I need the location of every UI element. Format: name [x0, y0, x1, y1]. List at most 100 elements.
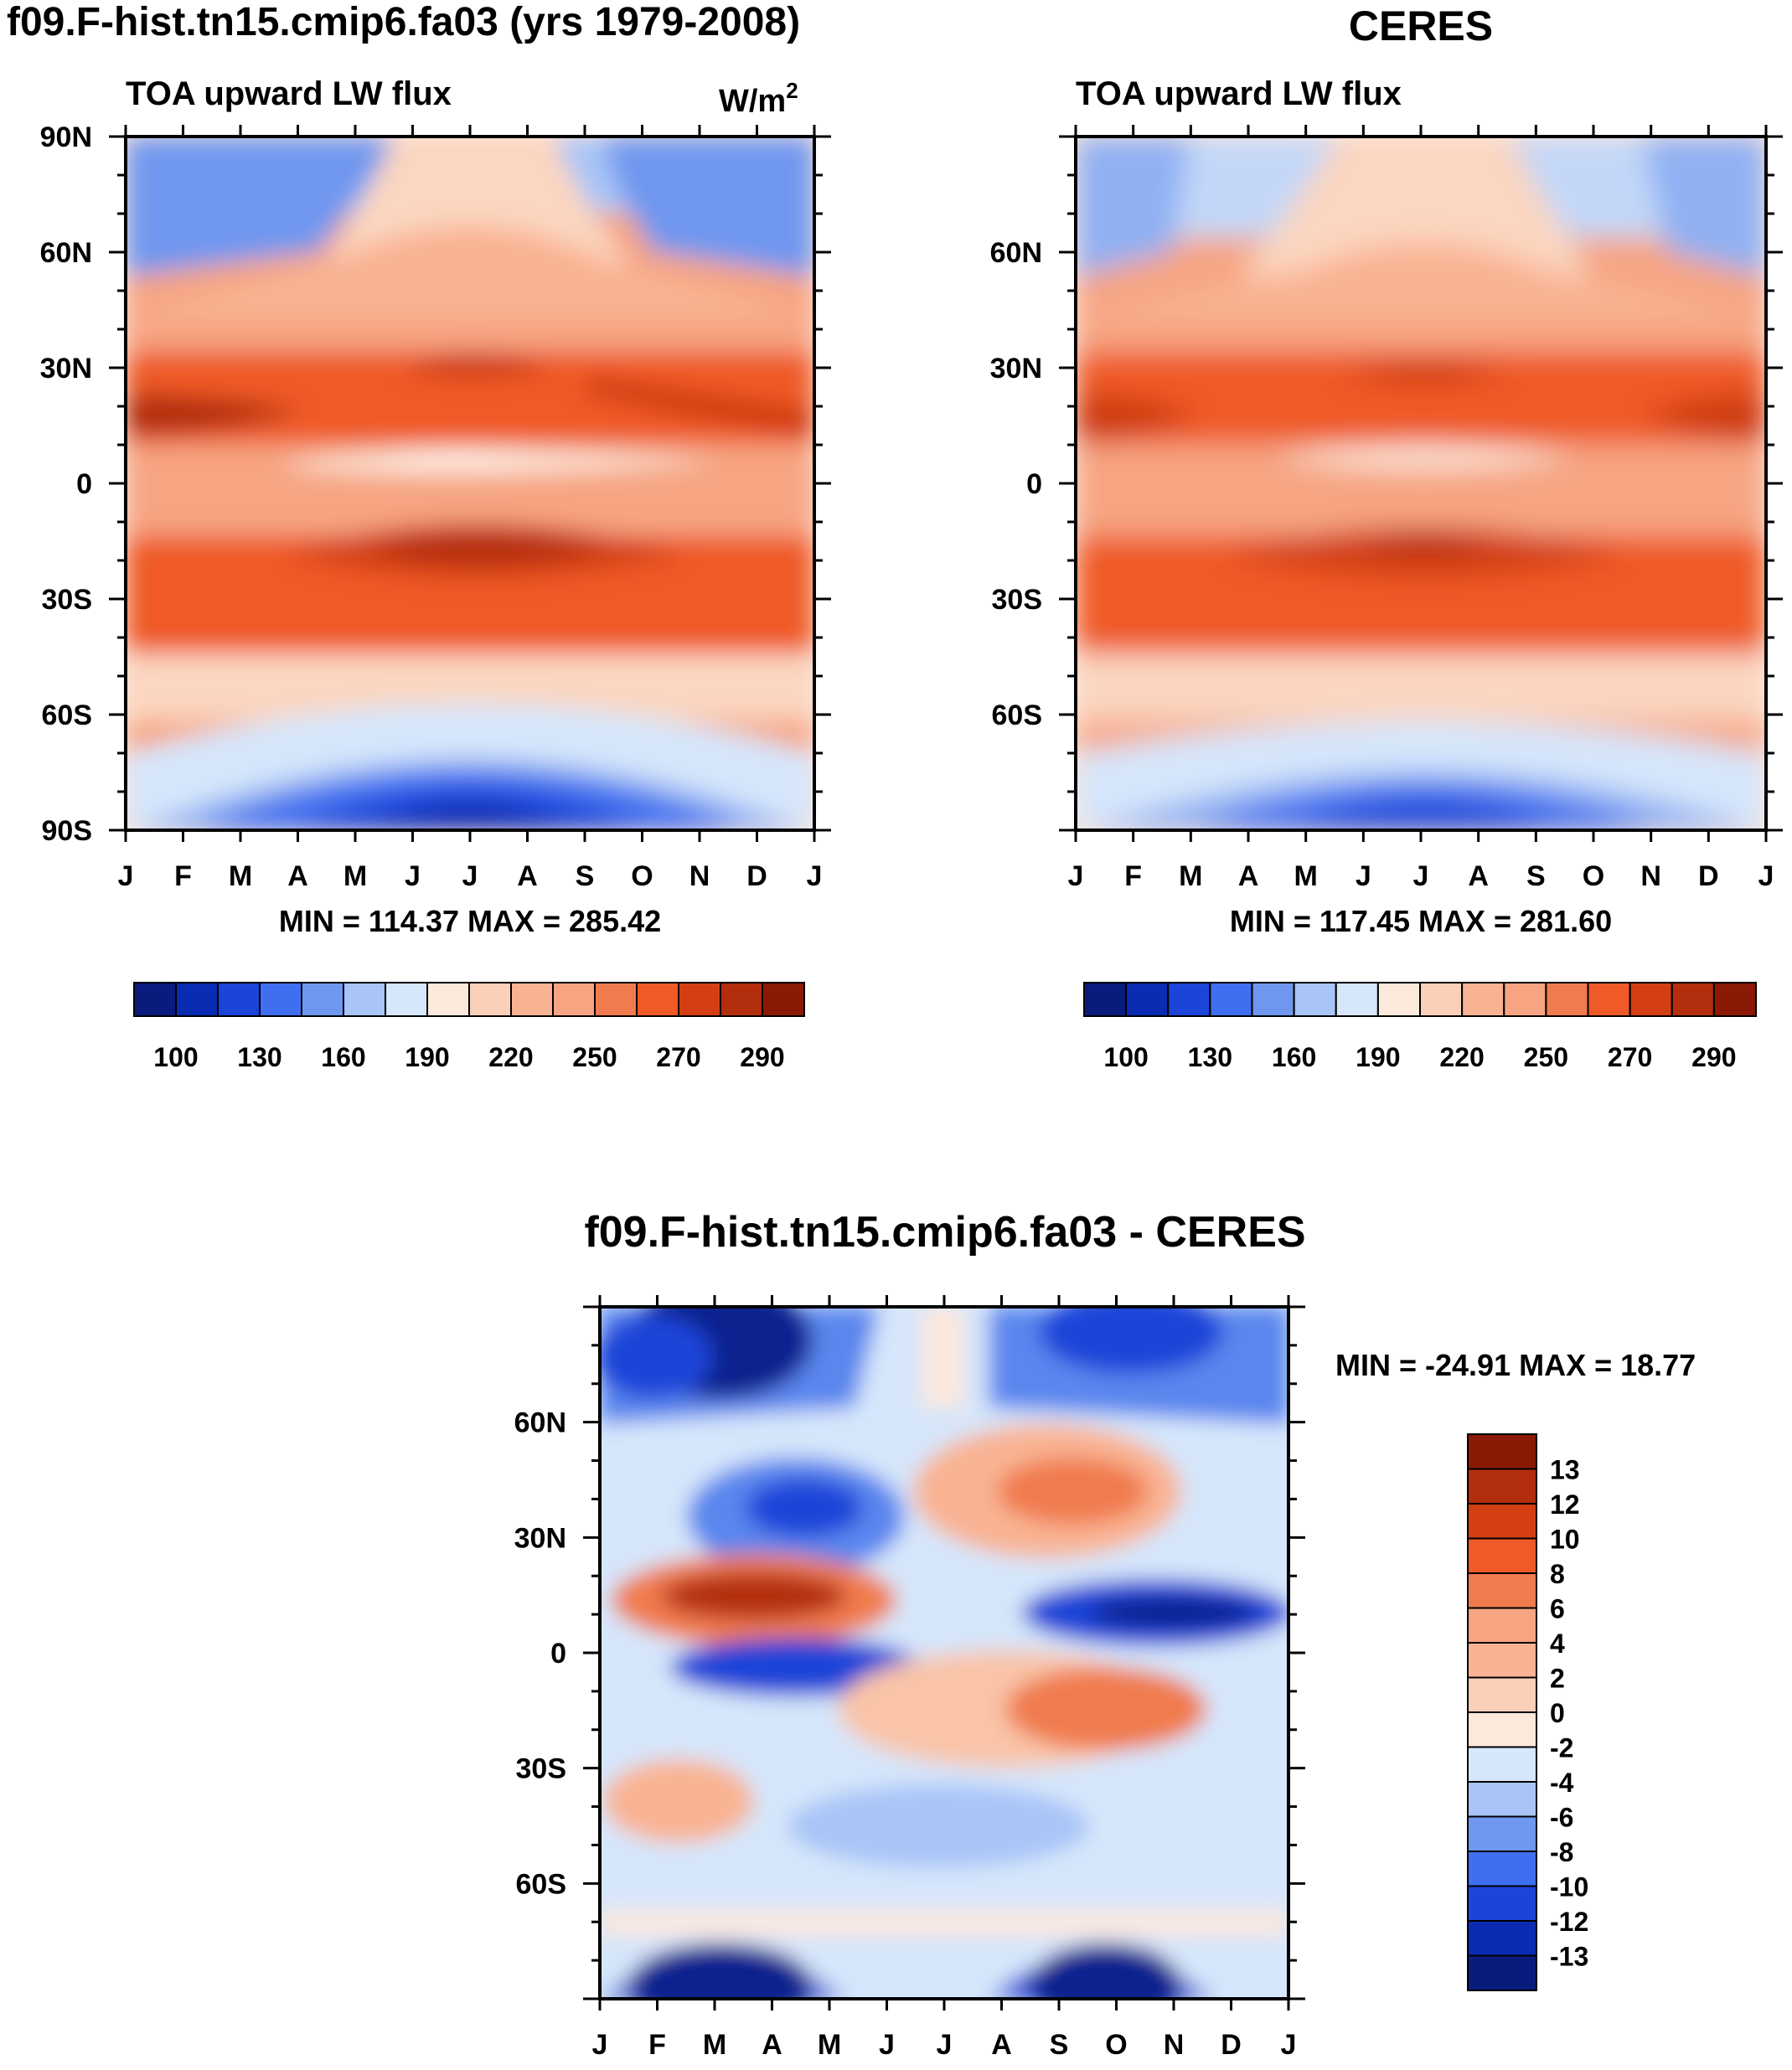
x-tick-label: A [287, 860, 308, 892]
x-tick-label: J [1356, 860, 1371, 892]
colorbar-label: -13 [1550, 1942, 1588, 1972]
panel-diff-title: f09.F-hist.tn15.cmip6.fa03 - CERES [584, 1208, 1305, 1257]
colorbar-label: 190 [405, 1042, 449, 1072]
colorbar-label: 250 [1524, 1042, 1568, 1072]
colorbar-label: 290 [1691, 1042, 1736, 1072]
x-tick-label: J [462, 860, 478, 892]
colorbar-swatch [1467, 1746, 1537, 1783]
panel-model-units: W/m2 [719, 78, 798, 119]
units-text: W/m [719, 84, 786, 119]
colorbar-label: 220 [1439, 1042, 1484, 1072]
x-tick-label: N [1164, 2029, 1185, 2061]
colorbar-swatch [1467, 1676, 1537, 1713]
colorbar-label: 4 [1550, 1629, 1565, 1659]
colorbar-swatch [1587, 982, 1631, 1017]
colorbar-swatch [343, 982, 386, 1017]
x-tick-label: A [1468, 860, 1489, 892]
colorbar-label: -2 [1550, 1733, 1573, 1763]
colorbar-label: 160 [321, 1042, 365, 1072]
colorbar-swatch [1083, 982, 1128, 1017]
contour-region-antarctic-obs-3 [1290, 800, 1558, 830]
colorbar-swatch [1293, 982, 1337, 1017]
colorbar-swatch [552, 982, 596, 1017]
colorbar-label: 8 [1550, 1559, 1565, 1589]
colorbar-swatch [1467, 1815, 1537, 1852]
panel-diff-stats: MIN = -24.91 MAX = 18.77 [1335, 1348, 1696, 1382]
contour-region-arctic-3 [603, 137, 814, 276]
contour-region-equator-light [377, 452, 536, 461]
panel-model-subtitle: TOA upward LW flux [126, 75, 452, 112]
colorbar-swatch [1167, 982, 1211, 1017]
colorbar-swatch [1419, 982, 1464, 1017]
anomaly-south-pos-core [1005, 1667, 1206, 1751]
panel-obs-field [1076, 137, 1766, 830]
colorbar-swatch [1467, 1468, 1537, 1505]
y-tick-label: 0 [1026, 468, 1042, 500]
contour-region-north-core-obs-w [1076, 394, 1198, 440]
colorbar-label: 250 [572, 1042, 617, 1072]
x-tick-label: A [762, 2029, 782, 2061]
anomaly-antarctic-w-core [628, 1944, 813, 1999]
colorbar-swatch [510, 982, 554, 1017]
colorbar-swatch [1467, 1503, 1537, 1540]
y-tick-label: 0 [76, 468, 92, 500]
panel-obs: CERES TOA upward LW flux [990, 3, 1783, 1072]
y-tick-label: 60N [514, 1407, 566, 1439]
x-tick-label: M [1294, 860, 1318, 892]
panel-obs-colorbar: 100 130 160 190 220 250 270 290 [1083, 982, 1757, 1072]
colorbar-swatch [385, 982, 428, 1017]
colorbar-swatch [1376, 982, 1421, 1017]
colorbar-swatch [1671, 982, 1715, 1017]
x-tick-label: M [1179, 860, 1202, 892]
colorbar-label: 0 [1550, 1698, 1565, 1728]
y-tick-label: 90S [42, 815, 93, 847]
panel-obs-title: CERES [1349, 3, 1493, 49]
colorbar-swatch [1125, 982, 1170, 1017]
colorbar-swatch [678, 982, 721, 1017]
x-tick-label: M [703, 2029, 726, 2061]
anomaly-arctic-east-core [1039, 1307, 1223, 1374]
colorbar-swatch [468, 982, 512, 1017]
y-tick-label: 30N [514, 1522, 566, 1554]
x-tick-label: J [879, 2029, 895, 2061]
x-tick-label: J [405, 860, 421, 892]
field-blur-layer [126, 137, 814, 830]
colorbar-label: 100 [1103, 1042, 1148, 1072]
field-blur-layer-obs [1076, 137, 1766, 830]
panel-obs-axes: J F M A M J J A S O N D J 60N 30N 0 30S 60S [990, 125, 1783, 892]
colorbar-swatch [217, 982, 261, 1017]
x-tick-label: O [1105, 2029, 1127, 2061]
colorbar-label: -12 [1550, 1907, 1588, 1937]
x-tick-label: O [1583, 860, 1604, 892]
contour-region-north-core-obs-e [1642, 394, 1766, 440]
colorbar-swatch [720, 982, 763, 1017]
x-tick-label: J [1068, 860, 1084, 892]
y-tick-label: 60N [40, 237, 92, 269]
contour-region-arctic-obs-e [1642, 137, 1766, 276]
colorbar-swatch [1467, 1607, 1537, 1644]
y-tick-label: 30S [992, 584, 1043, 616]
x-tick-label: D [1698, 860, 1719, 892]
panel-diff-colorbar: 13 12 10 8 6 4 2 0 -2 -4 -6 -8 -10 -12 -13 [1467, 1433, 1588, 1991]
colorbar-label: 100 [153, 1042, 198, 1072]
units-superscript: 2 [786, 78, 798, 103]
panel-diff-axes: J F M A M J J A S O N D J 60N 30N 0 30S 60S [514, 1295, 1305, 2061]
anomaly-southmid-neg [788, 1784, 1089, 1868]
y-tick-label: 60S [42, 699, 93, 731]
y-tick-label: 60S [992, 699, 1043, 731]
x-tick-label: A [1238, 860, 1259, 892]
colorbar-swatch [1335, 982, 1379, 1017]
colorbar-swatch [426, 982, 470, 1017]
y-tick-label: 90N [40, 121, 92, 153]
colorbar-swatch [259, 982, 302, 1017]
colorbar-swatch [762, 982, 805, 1017]
x-tick-label: M [818, 2029, 841, 2061]
colorbar-swatch [1251, 982, 1295, 1017]
colorbar-label: 12 [1550, 1489, 1580, 1520]
colorbar-label: 130 [237, 1042, 281, 1072]
anomaly-antarctic-e-core [1030, 1944, 1181, 1999]
contour-region-arctic-obs-w [1076, 137, 1190, 276]
panel-model: f09.F-hist.tn15.cmip6.fa03 (yrs 1979-200… [7, 0, 831, 1072]
x-tick-label: M [229, 860, 252, 892]
